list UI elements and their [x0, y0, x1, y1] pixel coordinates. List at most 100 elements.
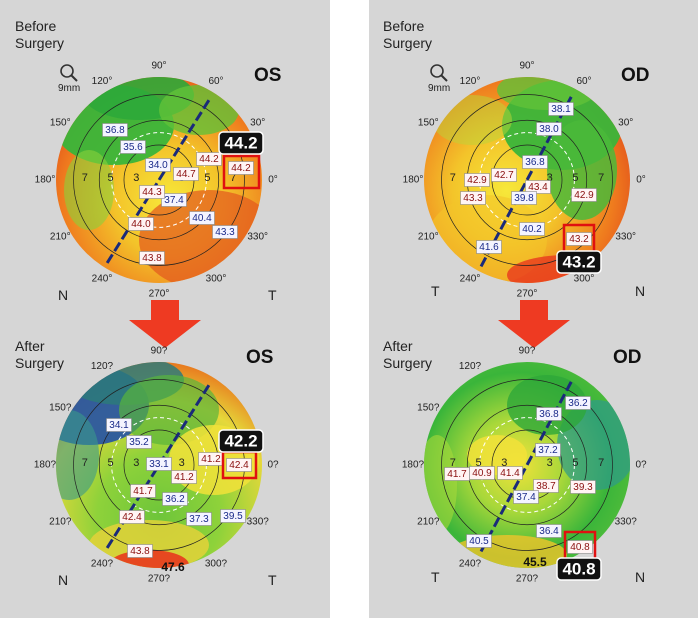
keratometry-value: 43.3	[463, 193, 483, 204]
degree-label: 0°	[636, 175, 646, 186]
callout-value: 40.8	[562, 559, 595, 578]
value-box	[102, 123, 128, 137]
zone-ring	[98, 119, 220, 241]
degree-label: 210?	[417, 517, 440, 528]
degree-label: 150?	[417, 403, 440, 414]
keratometry-value: 36.2	[568, 398, 588, 409]
value-box	[525, 180, 551, 194]
keratometry-value: 43.8	[142, 253, 162, 264]
keratometry-value: 37.4	[164, 195, 184, 206]
od-after-map: 7 5 3 3 5 7 36.2 36.8 37.2 41.7 40.9 41.4 38.7 39.3 37…	[402, 346, 647, 585]
keratometry-value: 36.8	[525, 157, 545, 168]
ring-number: 3	[133, 457, 139, 469]
color-zone	[64, 150, 114, 230]
stage-label-before: Before Surgery	[383, 18, 433, 51]
value-box	[469, 466, 495, 480]
value-box	[171, 470, 197, 484]
degree-label: 60°	[208, 76, 223, 87]
color-zone	[56, 410, 99, 500]
value-box	[548, 102, 574, 116]
ring-number: 5	[204, 172, 210, 184]
arrow-down-icon	[498, 300, 570, 348]
ring-number: 7	[82, 172, 88, 184]
eye-label-after: OD	[613, 347, 642, 368]
callout-box	[556, 557, 602, 581]
value-box	[189, 211, 215, 225]
value-box	[522, 155, 548, 169]
keratometry-value: 42.9	[467, 175, 487, 186]
degree-label: 180°	[403, 175, 424, 186]
ring-number: 7	[598, 172, 604, 184]
value-box	[536, 524, 562, 538]
keratometry-value: 41.2	[201, 454, 221, 465]
stage-label-after: After Surgery	[383, 338, 433, 371]
degree-label: 90?	[519, 346, 536, 357]
degree-label: 90?	[151, 346, 168, 357]
degree-label: 330?	[615, 517, 638, 528]
keratometry-value: 43.4	[528, 182, 548, 193]
degree-label: 270?	[148, 574, 171, 585]
value-box	[571, 188, 597, 202]
keratometry-value: 39.8	[514, 193, 534, 204]
value-box	[228, 161, 254, 175]
value-box	[476, 240, 502, 254]
keratometry-value: 40.4	[192, 213, 212, 224]
keratometry-value: 40.5	[469, 536, 489, 547]
nasal-label-after: N	[635, 569, 646, 585]
degree-label: 300°	[206, 273, 227, 284]
keratometry-value: 42.4	[229, 460, 249, 471]
keratometry-value: 44.2	[231, 163, 251, 174]
nasal-label-before: N	[635, 283, 646, 299]
value-box	[460, 191, 486, 205]
keratometry-value: 36.2	[165, 494, 185, 505]
peripheral-value: 45.5	[523, 555, 547, 569]
degree-label: 330?	[247, 517, 270, 528]
keratometry-value: 36.8	[539, 409, 559, 420]
zone-ring	[73, 94, 245, 266]
ring-number: 3	[179, 457, 185, 469]
value-box	[536, 122, 562, 136]
stage-label-before: Before Surgery	[15, 18, 65, 51]
value-box	[570, 480, 596, 494]
pupil-ring	[111, 132, 207, 228]
value-box	[466, 534, 492, 548]
keratometry-value: 34.1	[109, 420, 129, 431]
degree-label: 240?	[91, 558, 114, 569]
value-box	[220, 509, 246, 523]
keratometry-value: 42.4	[122, 512, 142, 523]
color-zone	[119, 375, 219, 445]
callout-box	[218, 131, 264, 155]
degree-label: 270°	[149, 289, 170, 300]
degree-label: 180?	[402, 460, 425, 471]
degree-label: 150?	[49, 403, 72, 414]
temporal-label-before: T	[431, 283, 440, 299]
keratometry-value: 42.9	[574, 190, 594, 201]
degree-label: 300°	[574, 273, 595, 284]
degree-label: 270?	[516, 574, 539, 585]
value-box	[126, 435, 152, 449]
value-box	[536, 407, 562, 421]
keratometry-value: 44.2	[199, 154, 219, 165]
zone-ring	[441, 379, 613, 551]
value-box	[127, 544, 153, 558]
eye-label-after: OS	[246, 347, 274, 368]
value-box	[226, 458, 252, 472]
keratometry-value: 38.7	[536, 481, 556, 492]
magnifier-icon	[428, 62, 450, 84]
degree-label: 180?	[34, 460, 57, 471]
keratometry-value: 35.6	[123, 142, 143, 153]
degree-label: 60°	[576, 76, 591, 87]
eye-label-before: OS	[254, 65, 282, 86]
value-box	[533, 479, 559, 493]
keratometry-value: 44.7	[176, 169, 196, 180]
temporal-label-before: T	[268, 287, 277, 303]
od-before-map: 75335738.138.036.842.743.442.942.943.339…	[403, 61, 646, 300]
degree-label: 180°	[35, 175, 56, 186]
ring-number: 5	[572, 457, 578, 469]
color-zone	[547, 120, 617, 220]
keratometry-value: 39.5	[223, 511, 243, 522]
ring-number: 7	[450, 172, 456, 184]
ring-number: 3	[133, 172, 139, 184]
value-box	[128, 217, 154, 231]
peripheral-value: 47.6	[161, 560, 185, 574]
